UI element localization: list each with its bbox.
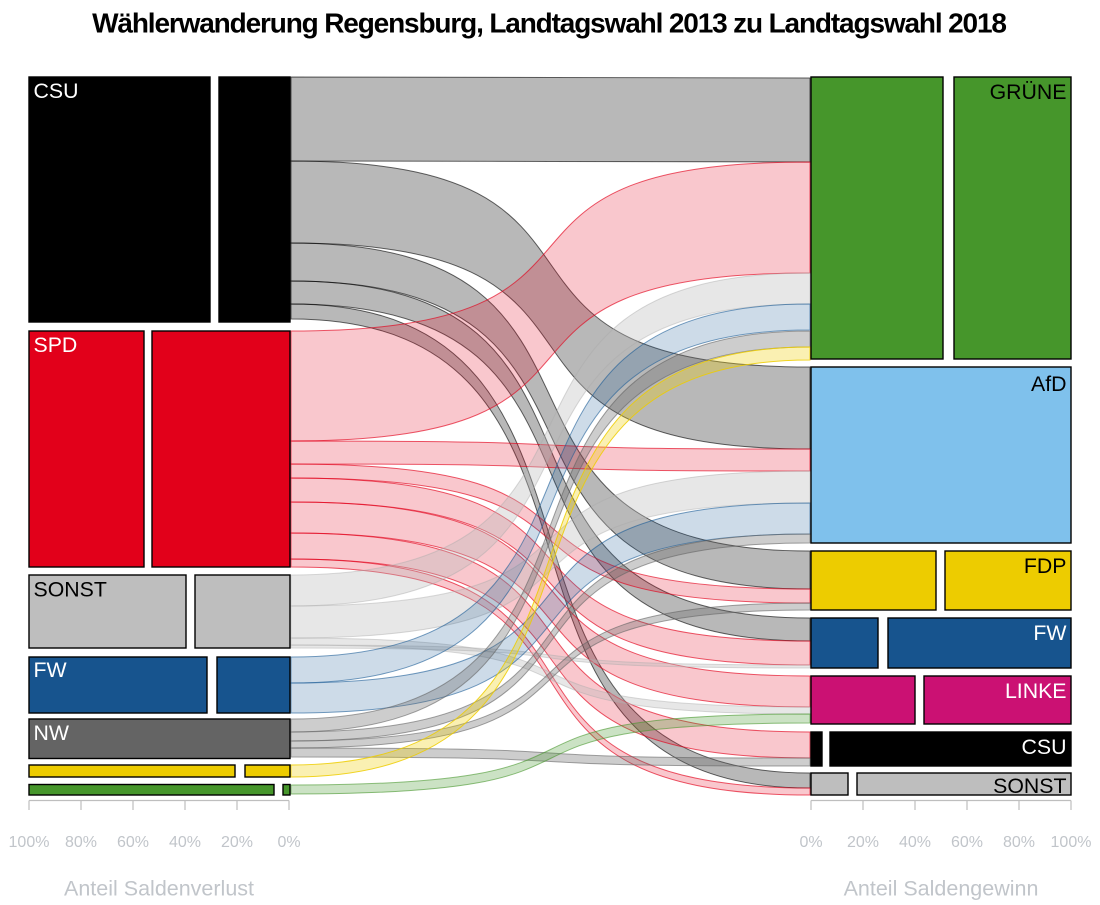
svg-text:80%: 80% xyxy=(1003,834,1035,851)
svg-text:40%: 40% xyxy=(899,834,931,851)
svg-text:Wählerwanderung Regensburg, La: Wählerwanderung Regensburg, Landtagswahl… xyxy=(92,8,1006,39)
svg-text:Anteil Saldengewinn: Anteil Saldengewinn xyxy=(844,877,1039,901)
svg-text:20%: 20% xyxy=(221,834,253,851)
svg-text:80%: 80% xyxy=(65,834,97,851)
svg-text:NW: NW xyxy=(34,721,70,745)
svg-text:FDP: FDP xyxy=(1024,554,1067,578)
svg-text:CSU: CSU xyxy=(1022,735,1067,759)
svg-text:0%: 0% xyxy=(277,834,300,851)
svg-text:20%: 20% xyxy=(847,834,879,851)
svg-text:SONST: SONST xyxy=(34,578,107,602)
svg-text:FW: FW xyxy=(1033,621,1067,645)
svg-text:0%: 0% xyxy=(799,834,822,851)
svg-text:40%: 40% xyxy=(169,834,201,851)
svg-text:SONST: SONST xyxy=(993,774,1066,798)
svg-text:100%: 100% xyxy=(9,834,50,851)
svg-text:AfD: AfD xyxy=(1031,372,1067,396)
svg-text:CSU: CSU xyxy=(34,79,79,103)
svg-text:LINKE: LINKE xyxy=(1005,679,1067,703)
svg-text:100%: 100% xyxy=(1051,834,1092,851)
svg-text:60%: 60% xyxy=(951,834,983,851)
svg-text:60%: 60% xyxy=(117,834,149,851)
svg-text:FW: FW xyxy=(34,658,68,682)
svg-text:Anteil Saldenverlust: Anteil Saldenverlust xyxy=(64,877,254,901)
svg-text:SPD: SPD xyxy=(34,333,78,357)
svg-text:GRÜNE: GRÜNE xyxy=(990,80,1067,104)
